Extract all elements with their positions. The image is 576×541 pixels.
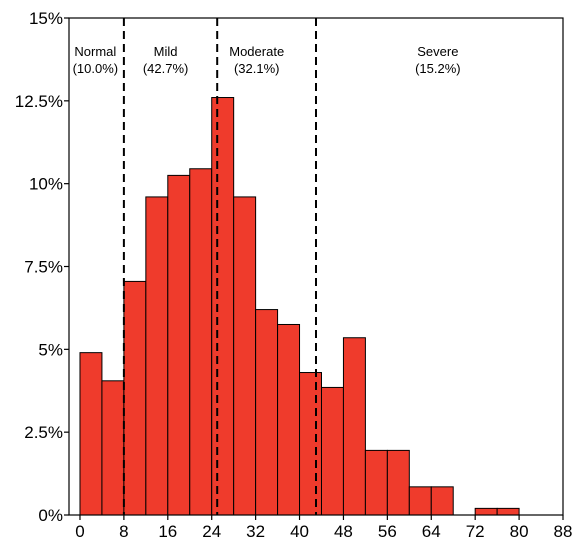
region-label: Normal (74, 44, 116, 59)
region-labels-group: Normal (10.0%) Mild (42.7%) Moderate (32.1%) S… (73, 44, 461, 76)
y-tick-label: 10% (29, 175, 63, 194)
y-tick-label: 5% (38, 340, 63, 359)
x-tick-label: 16 (158, 522, 177, 541)
histogram-bar (189, 168, 213, 516)
histogram-bar (408, 486, 432, 516)
x-tick-label: 56 (378, 522, 397, 541)
x-tick-label: 40 (290, 522, 309, 541)
histogram-bar (430, 486, 454, 516)
y-tick-label: 0% (38, 506, 63, 525)
x-tick-label: 48 (334, 522, 353, 541)
histogram-bar (255, 309, 279, 516)
histogram-bar (299, 372, 322, 516)
histogram-bar (145, 196, 169, 516)
histogram-bar (386, 449, 410, 516)
histogram-bar (123, 280, 147, 516)
y-axis: 0% 2.5% 5% 7.5% 10% 12.5% 15% (15, 9, 69, 525)
histogram-bar (79, 352, 103, 516)
bars-group (79, 97, 520, 516)
threshold-lines-group (122, 18, 317, 515)
region-label: Moderate (229, 44, 284, 59)
x-tick-label: 8 (119, 522, 128, 541)
x-tick-label: 24 (202, 522, 221, 541)
x-axis: 0 8 16 24 32 40 48 56 64 72 80 88 (75, 515, 572, 541)
histogram-bar (101, 380, 125, 516)
y-tick-label: 12.5% (15, 92, 63, 111)
histogram-bar (233, 196, 257, 516)
region-label: Mild (154, 44, 178, 59)
histogram-bar (167, 174, 191, 516)
x-tick-label: 32 (246, 522, 265, 541)
x-tick-label: 64 (422, 522, 441, 541)
y-tick-label: 7.5% (24, 258, 63, 277)
x-tick-label: 80 (510, 522, 529, 541)
region-percent: (32.1%) (234, 61, 280, 76)
region-percent: (15.2%) (415, 61, 461, 76)
histogram-bar (342, 337, 366, 516)
histogram-bar (277, 323, 301, 516)
histogram-bar (364, 449, 388, 516)
histogram-bar (211, 97, 235, 516)
histogram-bar (320, 386, 344, 516)
histogram-bar (474, 507, 498, 516)
y-tick-label: 2.5% (24, 423, 63, 442)
y-tick-label: 15% (29, 9, 63, 28)
region-label: Severe (417, 44, 458, 59)
histogram-bar (496, 507, 520, 516)
x-tick-label: 72 (466, 522, 485, 541)
x-tick-label: 88 (554, 522, 573, 541)
x-tick-label: 0 (75, 522, 84, 541)
region-percent: (10.0%) (73, 61, 119, 76)
region-percent: (42.7%) (143, 61, 189, 76)
